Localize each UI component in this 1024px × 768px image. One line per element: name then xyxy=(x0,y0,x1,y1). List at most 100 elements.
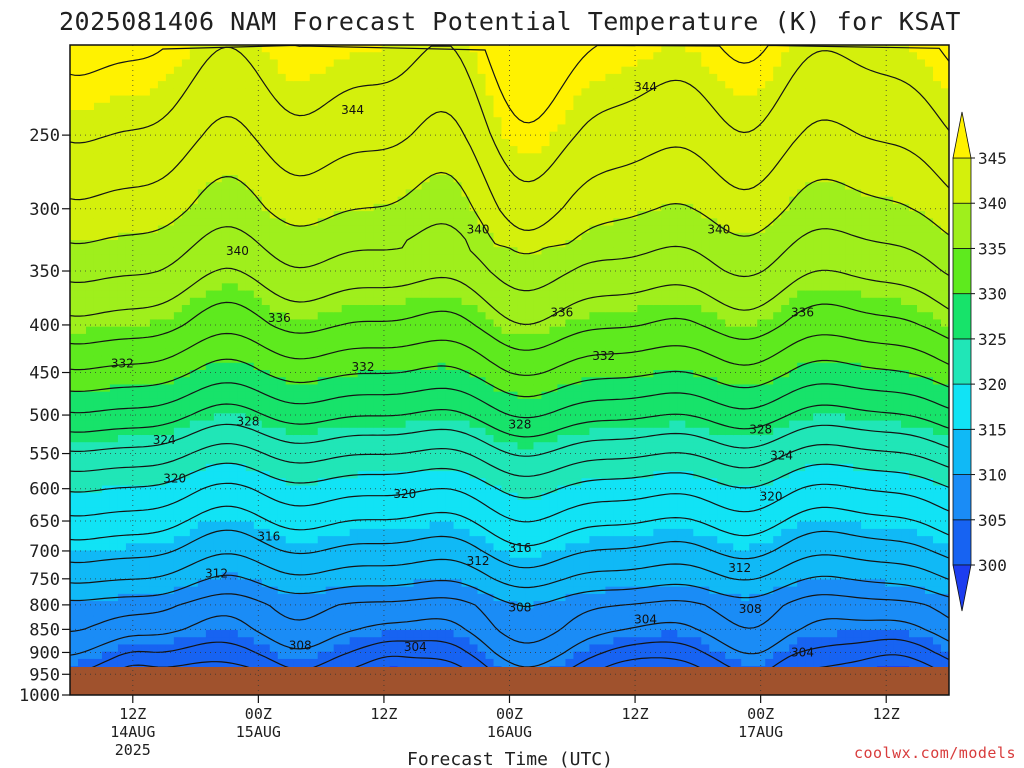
band-cell xyxy=(293,658,303,667)
band-cell xyxy=(389,658,399,667)
band-cell xyxy=(70,326,79,335)
band-cell xyxy=(301,608,311,617)
band-cell xyxy=(493,550,503,559)
band-cell xyxy=(373,377,383,386)
band-cell xyxy=(437,456,447,465)
band-cell xyxy=(165,362,175,371)
band-cell xyxy=(365,651,375,660)
band-cell xyxy=(85,167,95,176)
band-cell xyxy=(325,305,335,313)
band-cell xyxy=(173,319,183,328)
band-cell xyxy=(245,254,255,263)
band-cell xyxy=(109,362,119,371)
band-cell xyxy=(269,261,279,270)
band-cell xyxy=(461,138,471,147)
band-cell xyxy=(70,225,79,234)
band-cell xyxy=(205,507,215,516)
band-cell xyxy=(213,189,223,198)
band-cell xyxy=(341,630,351,638)
band-cell xyxy=(493,427,503,436)
band-cell xyxy=(253,254,263,263)
band-cell xyxy=(181,485,191,494)
band-cell xyxy=(245,341,255,349)
band-cell xyxy=(485,456,495,465)
band-cell xyxy=(157,391,167,400)
band-cell xyxy=(381,153,391,162)
band-cell xyxy=(125,485,135,494)
band-cell xyxy=(469,290,479,299)
band-cell xyxy=(109,550,119,559)
band-cell xyxy=(85,160,95,169)
band-cell xyxy=(469,189,479,198)
band-cell xyxy=(125,182,135,191)
band-cell xyxy=(437,189,447,198)
band-cell xyxy=(405,622,415,631)
band-cell xyxy=(453,644,463,653)
band-cell xyxy=(285,384,295,393)
band-cell xyxy=(501,406,511,414)
band-cell xyxy=(149,247,159,256)
band-cell xyxy=(149,572,159,581)
band-cell xyxy=(493,398,503,407)
band-cell xyxy=(413,370,423,378)
band-cell xyxy=(157,341,167,349)
band-cell xyxy=(165,312,175,321)
band-cell xyxy=(293,218,303,227)
band-cell xyxy=(453,355,463,364)
band-cell xyxy=(237,102,247,111)
band-cell xyxy=(229,124,239,133)
band-cell xyxy=(165,492,175,501)
band-cell xyxy=(221,370,231,378)
band-cell xyxy=(493,500,503,508)
band-cell xyxy=(70,218,79,227)
band-cell xyxy=(405,500,415,508)
band-cell xyxy=(413,435,423,443)
band-cell xyxy=(485,297,495,306)
band-cell xyxy=(77,203,87,212)
band-cell xyxy=(501,514,511,523)
band-cell xyxy=(70,276,79,284)
band-cell xyxy=(229,658,239,667)
band-cell xyxy=(341,81,351,89)
band-cell xyxy=(189,218,199,227)
band-cell xyxy=(317,211,327,219)
band-cell xyxy=(461,463,471,472)
band-cell xyxy=(493,521,503,530)
band-cell xyxy=(509,117,519,126)
band-cell xyxy=(277,153,287,162)
band-cell xyxy=(469,651,479,660)
band-cell xyxy=(397,442,407,451)
band-cell xyxy=(173,138,183,147)
band-cell xyxy=(197,189,207,198)
band-cell xyxy=(229,463,239,472)
band-cell xyxy=(309,586,319,595)
band-cell xyxy=(293,211,303,219)
band-cell xyxy=(109,521,119,530)
band-cell xyxy=(221,189,231,198)
band-cell xyxy=(117,565,127,573)
band-cell xyxy=(237,384,247,393)
band-cell xyxy=(349,507,359,516)
band-cell xyxy=(405,88,415,97)
band-cell xyxy=(149,536,159,544)
band-cell xyxy=(77,95,87,104)
band-cell xyxy=(333,362,343,371)
band-cell xyxy=(309,471,319,479)
band-cell xyxy=(429,297,439,306)
band-cell xyxy=(77,377,87,386)
band-cell xyxy=(109,456,119,465)
band-cell xyxy=(413,528,423,537)
band-cell xyxy=(197,102,207,111)
band-cell xyxy=(413,196,423,205)
band-cell xyxy=(189,500,199,508)
band-cell xyxy=(245,514,255,523)
band-cell xyxy=(445,124,455,133)
band-cell xyxy=(277,615,287,624)
band-cell xyxy=(141,138,151,147)
band-cell xyxy=(261,485,271,494)
band-cell xyxy=(165,521,175,530)
band-cell xyxy=(373,449,383,458)
band-cell xyxy=(237,319,247,328)
band-cell xyxy=(493,276,503,284)
band-cell xyxy=(261,463,271,472)
